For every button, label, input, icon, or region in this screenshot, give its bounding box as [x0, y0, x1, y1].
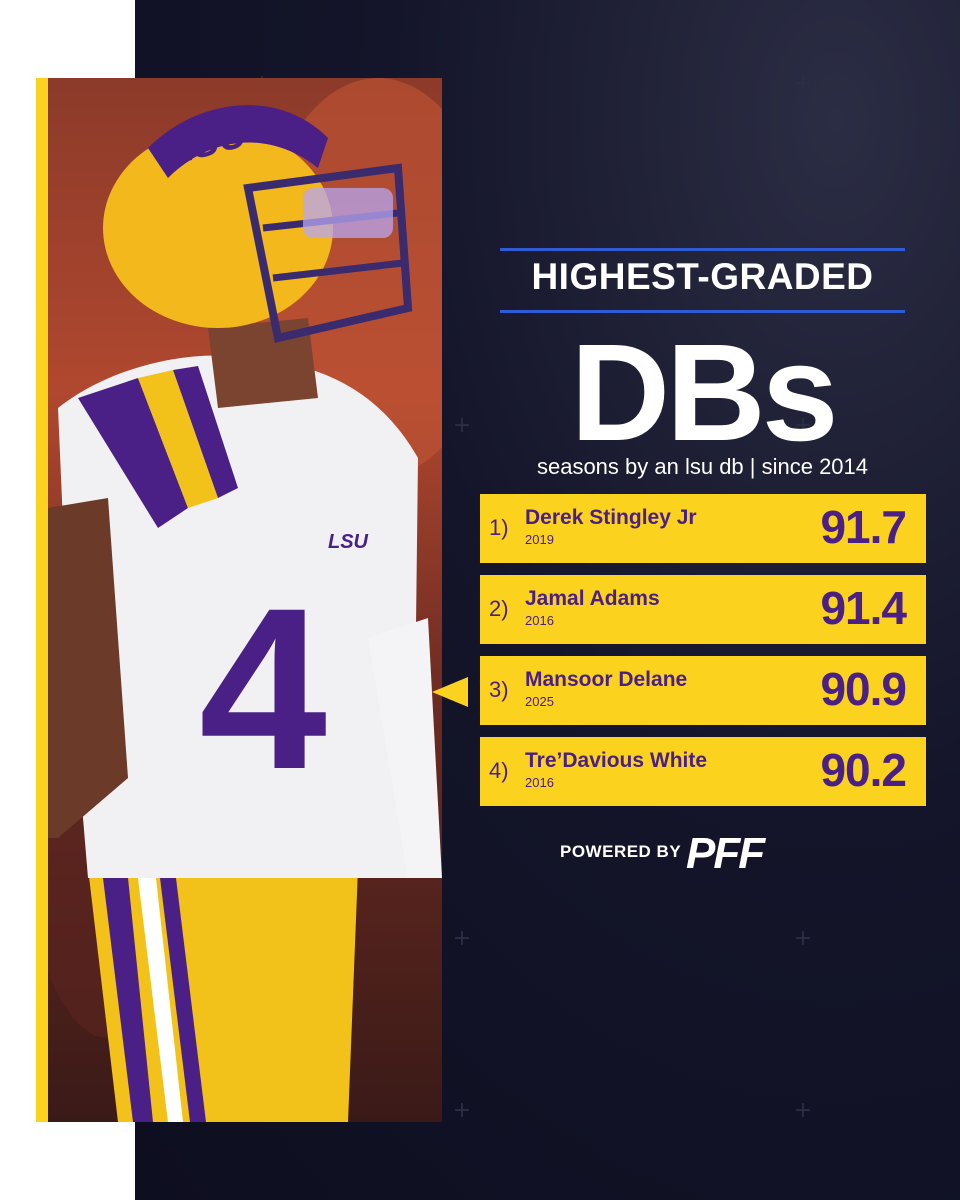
rank-label: 2): [489, 596, 509, 621]
plus-decoration-icon: +: [452, 413, 472, 438]
jersey-number: 4: [199, 560, 327, 817]
player-name: Tre’Davious White: [525, 749, 708, 772]
page-title: DBs: [570, 316, 838, 470]
rank-label: 4): [489, 758, 509, 783]
ranking-row-highlighted: 3) Mansoor Delane 2025 90.9: [480, 656, 926, 725]
plus-decoration-icon: +: [793, 926, 813, 951]
plus-decoration-icon: +: [452, 1098, 472, 1123]
pointer-arrow-icon: [432, 677, 468, 707]
grade-value: 91.7: [820, 501, 907, 553]
player-name: Jamal Adams: [525, 587, 660, 610]
rank-label: 1): [489, 515, 509, 540]
plus-decoration-icon: +: [793, 413, 813, 438]
bottom-rule: [500, 310, 905, 313]
plus-decoration-icon: +: [793, 71, 813, 96]
grade-value: 91.4: [820, 582, 907, 634]
season-year: 2016: [525, 775, 554, 790]
ranking-row: 1) Derek Stingley Jr 2019 91.7: [480, 494, 926, 563]
grade-value: 90.2: [820, 744, 907, 796]
plus-decoration-icon: +: [452, 926, 472, 951]
player-name: Mansoor Delane: [525, 668, 688, 691]
ranking-row: 4) Tre’Davious White 2016 90.2: [480, 737, 926, 806]
jersey-chest-text: LSU: [328, 531, 369, 553]
player-name: Derek Stingley Jr: [525, 506, 697, 529]
season-year: 2019: [525, 532, 554, 547]
ranking-row: 2) Jamal Adams 2016 91.4: [480, 575, 926, 644]
pff-logo: PFF: [686, 829, 765, 878]
player-photo: 4 LSU LSU: [48, 78, 442, 1122]
powered-by-label: POWERED BY: [560, 842, 682, 861]
season-year: 2016: [525, 613, 554, 628]
grade-value: 90.9: [820, 663, 907, 715]
season-year: 2025: [525, 694, 554, 709]
caption: seasons by an lsu db | since 2014: [536, 454, 869, 479]
plus-decoration-icon: +: [793, 1098, 813, 1123]
rank-label: 3): [489, 677, 509, 702]
player-illustration: 4 LSU LSU: [48, 78, 442, 1122]
subtitle: HIGHEST-GRADED: [531, 256, 874, 297]
top-rule: [500, 248, 905, 251]
